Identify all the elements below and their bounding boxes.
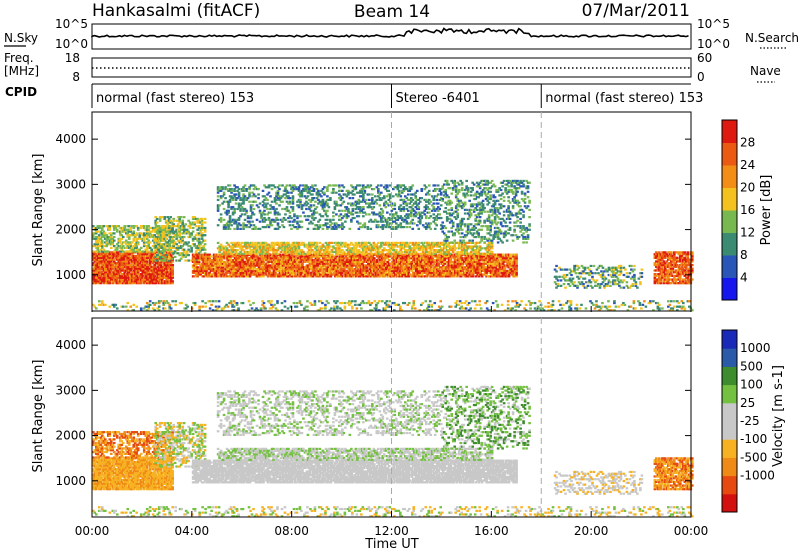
velocity-colorbar: 1000 500 100 25 -25 -100 -500 -1000	[721, 329, 775, 513]
nsky-left-tick-top: 10^5	[55, 17, 88, 31]
power-colorbar: 4 8 12 16 20 24 28	[721, 119, 755, 301]
nsky-strip: N.Sky 10^5 10^0 10^5 10^0 N.Search	[4, 17, 799, 51]
x-tick-label: 00:00	[75, 524, 110, 538]
nave-tick-top: 60	[697, 51, 712, 65]
cpid-segment-label: normal (fast stereo) 153	[96, 91, 254, 106]
colorbar-swatch	[722, 493, 737, 513]
power-colorbar-tick: 4	[740, 271, 748, 285]
freq-tick-bottom: 8	[72, 70, 80, 84]
colorbar-swatch	[722, 187, 737, 211]
nsky-label: N.Sky	[4, 31, 38, 45]
velocity-colorbar-tick: -500	[740, 450, 767, 464]
colorbar-swatch	[722, 277, 737, 301]
y-tick-label: 2000	[55, 429, 86, 443]
colorbar-swatch	[722, 330, 737, 349]
power-colorbar-label: Power [dB]	[759, 175, 774, 246]
nsky-left-tick-bottom: 10^0	[55, 37, 88, 51]
colorbar-swatch	[722, 210, 737, 233]
x-axis-label: Time UT	[364, 537, 418, 552]
velocity-colorbar-tick: -100	[740, 432, 767, 446]
colorbar-swatch	[722, 402, 737, 422]
y-tick-label: 4000	[55, 132, 86, 146]
freq-unit-label: [MHz]	[4, 64, 39, 78]
colorbar-swatch	[722, 475, 737, 495]
colorbar-swatch	[722, 232, 737, 256]
power-ylabel: Slant Range [km]	[31, 154, 46, 267]
power-colorbar-tick: 24	[740, 158, 755, 172]
power-colorbar-tick: 12	[740, 226, 755, 240]
date-title: 07/Mar/2011	[582, 1, 690, 21]
x-axis: 00:00 04:00 08:00 12:00 16:00 20:00 00:00	[75, 306, 709, 538]
y-tick-label: 3000	[55, 177, 86, 191]
velocity-colorbar-label: Velocity [m s-1]	[771, 365, 786, 467]
nave-tick-bottom: 0	[697, 70, 705, 84]
velocity-colorbar-tick: -25	[740, 414, 760, 428]
nsearch-label: N.Search	[745, 31, 799, 45]
power-colorbar-tick: 20	[740, 181, 755, 195]
freq-strip: Freq. [MHz] 18 8 60 0 Nave	[4, 51, 781, 84]
colorbar-swatch	[722, 457, 737, 477]
colorbar-swatch	[722, 366, 737, 386]
colorbar-swatch	[722, 439, 737, 458]
power-colorbar-tick: 8	[740, 248, 748, 262]
colorbar-swatch	[722, 348, 737, 367]
x-tick-label: 16:00	[474, 524, 509, 538]
velocity-colorbar-tick: 25	[740, 396, 755, 410]
cpid-segment-label: normal (fast stereo) 153	[545, 91, 703, 106]
x-tick-label: 00:00	[674, 524, 709, 538]
cpid-bar: CPID normal (fast stereo) 153 Stereo -640…	[5, 83, 703, 108]
nsky-trace-line	[91, 27, 689, 38]
velocity-colorbar-tick: 100	[740, 378, 763, 392]
colorbar-swatch	[722, 384, 737, 404]
nsky-right-tick-top: 10^5	[697, 17, 730, 31]
x-tick-label: 04:00	[175, 524, 210, 538]
colorbar-swatch	[722, 165, 737, 188]
colorbar-swatch	[722, 421, 737, 440]
beam-title: Beam 14	[354, 2, 430, 22]
velocity-colorbar-tick: 500	[740, 359, 763, 373]
freq-label: Freq.	[4, 51, 34, 65]
velocity-colorbar-tick: -1000	[740, 469, 775, 483]
y-tick-label: 3000	[55, 383, 86, 397]
y-tick-label: 2000	[55, 223, 86, 237]
nave-label: Nave	[750, 64, 781, 78]
velocity-colorbar-tick: 1000	[740, 341, 771, 355]
y-tick-label: 1000	[55, 474, 86, 488]
colorbar-swatch	[722, 120, 737, 143]
nsky-right-tick-bottom: 10^0	[697, 37, 730, 51]
velocity-panel: 1000 2000 3000 4000 Slant Range [km]	[31, 317, 694, 518]
cpid-label: CPID	[5, 85, 37, 99]
cpid-segment-label: Stereo -6401	[396, 91, 480, 106]
velocity-ylabel: Slant Range [km]	[31, 360, 46, 473]
x-tick-label: 08:00	[274, 524, 309, 538]
power-colorbar-tick: 16	[740, 203, 755, 217]
power-panel: 1000 2000 3000 4000 Slant Range [km]	[31, 111, 694, 312]
freq-tick-top: 18	[65, 51, 80, 65]
y-tick-label: 1000	[55, 268, 86, 282]
x-tick-label: 20:00	[574, 524, 609, 538]
colorbar-swatch	[722, 142, 737, 166]
station-title: Hankasalmi (fitACF)	[92, 1, 260, 21]
y-tick-label: 4000	[55, 338, 86, 352]
colorbar-swatch	[722, 255, 737, 278]
power-colorbar-tick: 28	[740, 136, 755, 150]
x-tick-label: 12:00	[374, 524, 409, 538]
